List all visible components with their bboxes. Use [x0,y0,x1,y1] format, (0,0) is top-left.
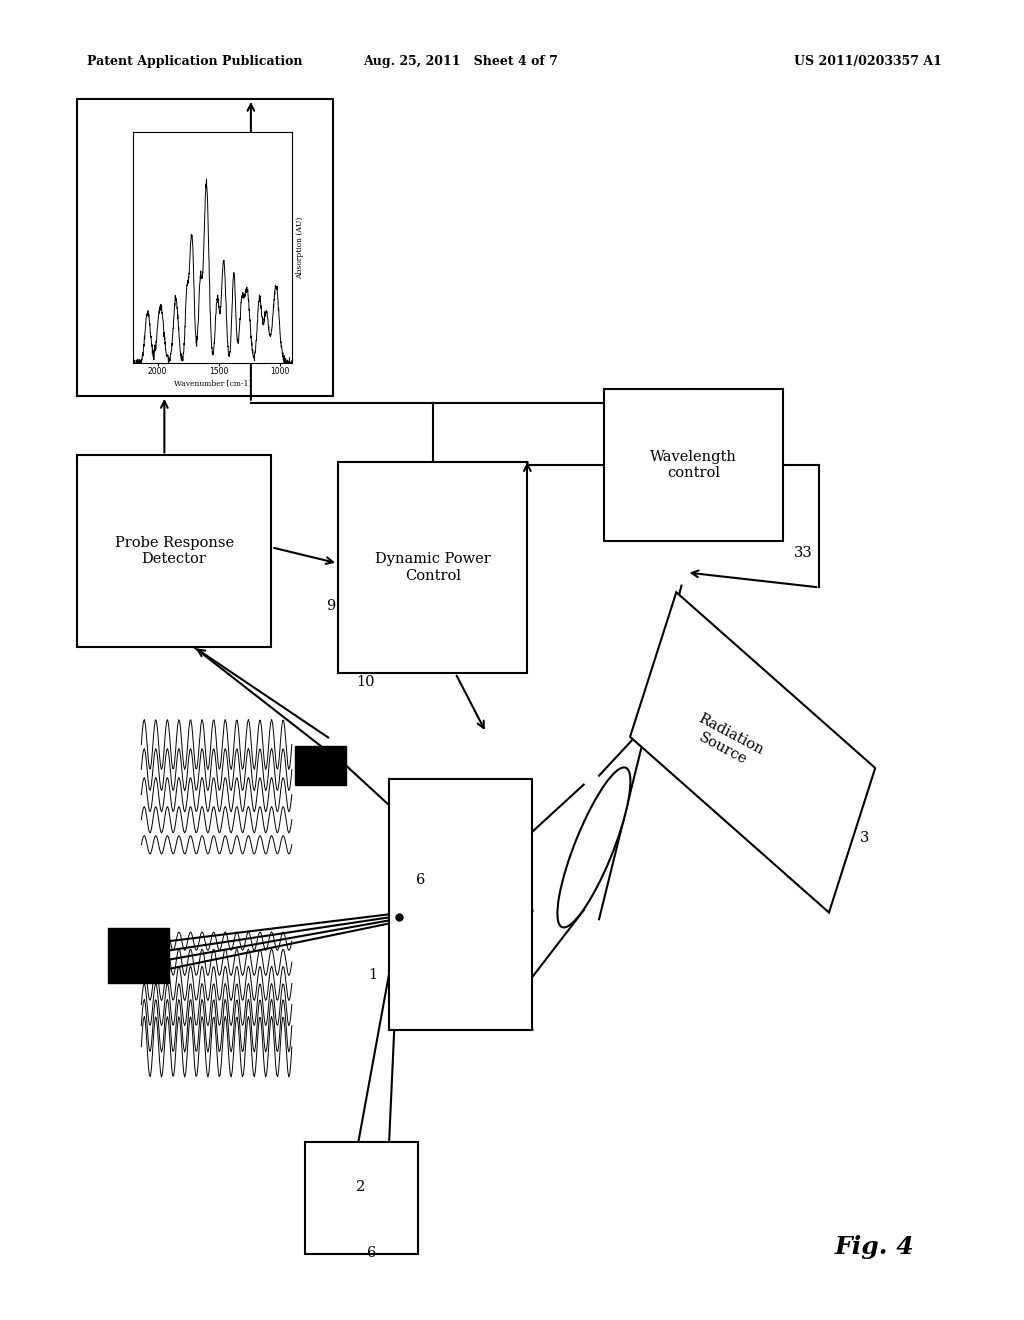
Text: Probe Response
Detector: Probe Response Detector [115,536,233,566]
Polygon shape [630,593,876,912]
Bar [305,1142,418,1254]
Text: 6: 6 [416,874,425,887]
Bar [108,928,169,983]
Text: 9: 9 [326,599,335,612]
Text: Fig. 4: Fig. 4 [835,1236,914,1259]
Text: Wavelength
control: Wavelength control [650,450,737,480]
Text: US 2011/0203357 A1: US 2011/0203357 A1 [795,55,942,69]
Text: Aug. 25, 2011   Sheet 4 of 7: Aug. 25, 2011 Sheet 4 of 7 [364,55,558,69]
Ellipse shape [557,767,631,928]
Text: Dynamic Power
Control: Dynamic Power Control [375,553,490,582]
Text: 8: 8 [111,942,120,956]
Text: 6: 6 [367,1246,376,1259]
Text: 2: 2 [356,1180,366,1193]
Text: Radiation
Source: Radiation Source [688,711,766,772]
Bar [77,455,271,647]
Text: Patent Application Publication: Patent Application Publication [87,55,302,69]
Bar [604,389,783,541]
Polygon shape [389,779,532,1030]
Bar [77,99,333,396]
Text: 7: 7 [305,771,314,784]
Text: 33: 33 [794,546,812,560]
Text: 1: 1 [369,969,378,982]
Bar [338,462,527,673]
Text: 10: 10 [356,676,375,689]
Bar [295,746,346,785]
Text: 3: 3 [860,832,869,845]
